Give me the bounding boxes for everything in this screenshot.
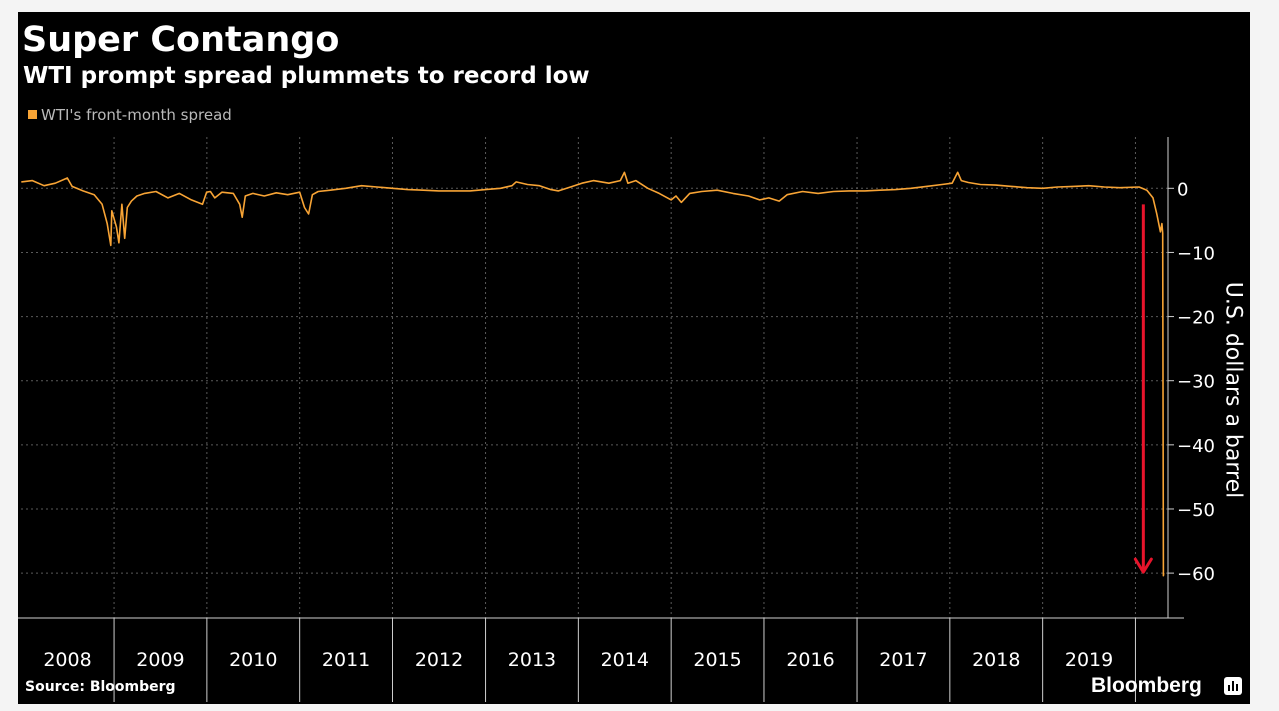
x-tick-label: 2018 [972,649,1020,671]
x-tick-label: 2019 [1065,649,1113,671]
x-tick-label: 2016 [786,649,834,671]
y-tick-label: −30 [1177,372,1215,393]
y-tick-label: −60 [1177,564,1215,585]
x-tick-label: 2017 [879,649,927,671]
x-tick-label: 2008 [43,649,91,671]
grid-lines [21,137,1168,618]
y-tick-label: −50 [1177,500,1215,521]
legend-label: WTI's front-month spread [41,106,232,124]
source-note: Source: Bloomberg [25,679,176,695]
y-tick-label: 0 [1177,179,1188,200]
x-tick-label: 2014 [601,649,649,671]
bloomberg-logo-text: Bloomberg [1091,674,1202,697]
legend: WTI's front-month spread [28,105,232,125]
y-tick-label: −20 [1177,308,1215,329]
red-arrow-head [1133,557,1153,574]
x-tick-label: 2009 [136,649,184,671]
x-tick-label: 2011 [322,649,370,671]
chart-title: Super Contango [22,20,340,60]
chart-card: Super Contango WTI prompt spread plummet… [18,12,1250,704]
legend-swatch [28,110,37,119]
x-tick-label: 2010 [229,649,277,671]
y-tick-label: −10 [1177,243,1215,264]
series-layer [21,171,1165,577]
series-line [21,171,1165,577]
y-axis-label: U.S. dollars a barrel [1220,281,1246,499]
x-tick-label: 2012 [415,649,463,671]
x-tick-label: 2015 [693,649,741,671]
axes: 0 −10 −20 −30 −40 −50 −60 2008 2009 2010 2011 2012 2… [18,137,1215,702]
chart: 0 −10 −20 −30 −40 −50 −60 2008 2009 2010 2011 2012 2… [18,137,1215,702]
y-tick-label: −40 [1177,436,1215,457]
annotations [1133,204,1153,574]
chart-subtitle: WTI prompt spread plummets to record low [23,63,590,89]
bloomberg-logo-icon [1224,677,1242,695]
x-tick-label: 2013 [508,649,556,671]
